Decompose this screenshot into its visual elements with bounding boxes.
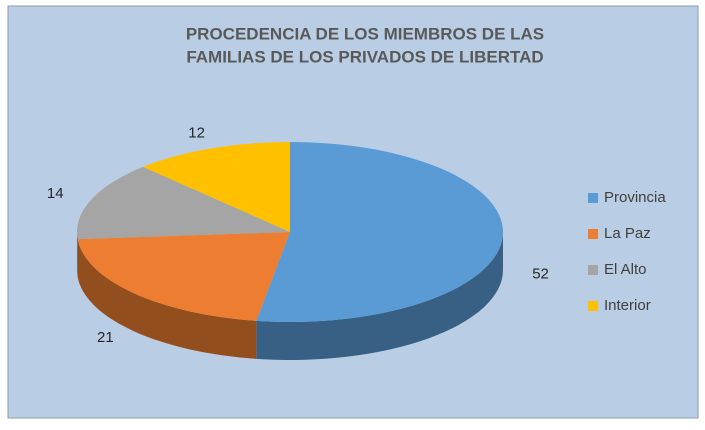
legend-label: Provincia: [604, 189, 666, 206]
legend-label: La Paz: [604, 225, 651, 242]
data-label: 14: [47, 185, 64, 202]
data-label: 12: [188, 124, 205, 141]
slice: [256, 142, 503, 322]
legend-label: Interior: [604, 297, 651, 314]
chart-title: PROCEDENCIA DE LOS MIEMBROS DE LAS: [186, 24, 544, 43]
slice-side: [77, 239, 257, 359]
legend-swatch: [588, 229, 598, 239]
slice: [77, 232, 291, 321]
slice: [77, 166, 290, 240]
legend-swatch: [588, 265, 598, 275]
chart-title: FAMILIAS DE LOS PRIVADOS DE LIBERTAD: [186, 47, 543, 66]
legend-swatch: [588, 193, 598, 203]
data-label: 21: [97, 329, 114, 346]
legend-label: El Alto: [604, 261, 647, 278]
data-label: 52: [532, 266, 549, 283]
slice: [143, 142, 290, 232]
slice-side: [77, 232, 78, 278]
legend-swatch: [588, 301, 598, 311]
slice-side: [256, 232, 503, 361]
